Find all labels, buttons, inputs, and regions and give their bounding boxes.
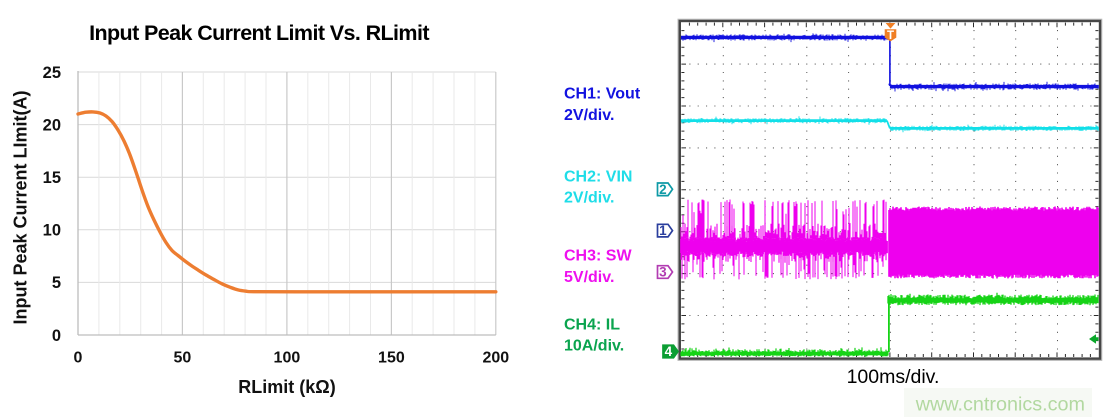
svg-text:100ms/div.: 100ms/div. bbox=[847, 366, 940, 388]
svg-text:0: 0 bbox=[74, 350, 83, 367]
svg-text:50: 50 bbox=[174, 350, 192, 367]
svg-text:100: 100 bbox=[274, 350, 301, 367]
svg-text:200: 200 bbox=[482, 350, 509, 367]
svg-text:5V/div.: 5V/div. bbox=[564, 269, 614, 286]
svg-text:T: T bbox=[887, 30, 894, 42]
svg-text:RLimit (kΩ): RLimit (kΩ) bbox=[238, 377, 335, 397]
svg-text:Input Peak Current Limit Vs. R: Input Peak Current Limit Vs. RLimit bbox=[89, 21, 429, 45]
svg-text:3: 3 bbox=[659, 265, 667, 280]
svg-text:150: 150 bbox=[378, 350, 405, 367]
svg-text:2: 2 bbox=[659, 182, 667, 197]
svg-text:25: 25 bbox=[43, 64, 61, 82]
svg-text:15: 15 bbox=[43, 169, 61, 187]
svg-text:10: 10 bbox=[43, 222, 61, 240]
svg-text:Input Peak Current LImit(A): Input Peak Current LImit(A) bbox=[11, 90, 31, 324]
svg-text:CH2: VIN: CH2: VIN bbox=[564, 169, 632, 186]
svg-text:CH3: SW: CH3: SW bbox=[564, 248, 632, 265]
svg-text:1: 1 bbox=[659, 223, 667, 238]
svg-text:10A/div.: 10A/div. bbox=[564, 338, 624, 355]
svg-text:www.cntronics.com: www.cntronics.com bbox=[915, 394, 1085, 416]
svg-text:0: 0 bbox=[52, 327, 61, 345]
svg-text:2V/div.: 2V/div. bbox=[564, 107, 614, 124]
svg-text:5: 5 bbox=[52, 274, 61, 292]
svg-text:CH1: Vout: CH1: Vout bbox=[564, 86, 641, 103]
svg-text:2V/div.: 2V/div. bbox=[564, 190, 614, 207]
svg-text:20: 20 bbox=[43, 116, 61, 134]
svg-text:CH4: IL: CH4: IL bbox=[564, 317, 620, 334]
svg-text:4: 4 bbox=[665, 344, 673, 359]
